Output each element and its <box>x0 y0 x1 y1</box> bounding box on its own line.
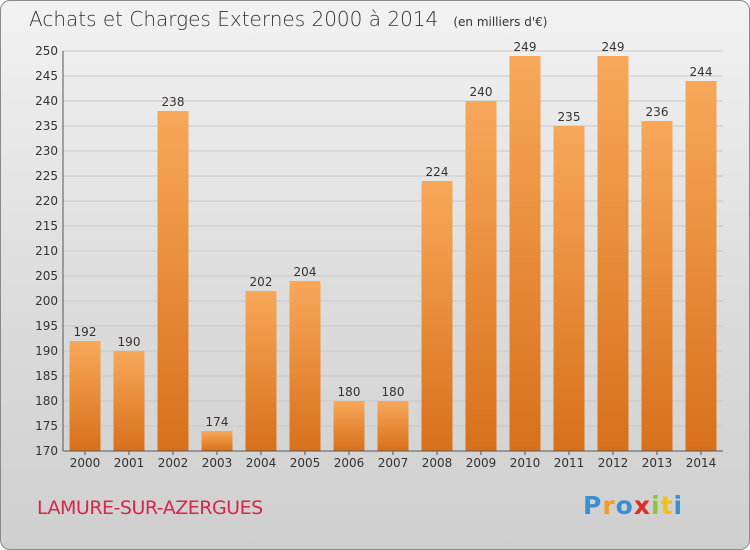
bar-2009 <box>465 101 497 451</box>
bar-2007 <box>377 401 409 451</box>
y-tick-label: 185 <box>35 369 58 383</box>
logo-letter: i <box>673 491 684 520</box>
data-labels: 192 190 238 174 202 204 180 180 224 240 249 235 249 2… <box>74 40 713 429</box>
bar-2000 <box>69 341 101 451</box>
y-tick-label: 200 <box>35 294 58 308</box>
bar-2005 <box>289 281 321 451</box>
data-label: 238 <box>162 95 185 109</box>
y-tick-label: 250 <box>35 44 58 58</box>
data-label: 202 <box>250 275 273 289</box>
bar-2014 <box>685 81 717 451</box>
y-tick-label: 170 <box>35 444 58 458</box>
data-label: 204 <box>294 265 317 279</box>
data-label: 240 <box>470 85 493 99</box>
bar-2002 <box>157 111 189 451</box>
x-tick-label: 2003 <box>202 456 233 470</box>
bar-2004 <box>245 291 277 451</box>
y-tick-label: 175 <box>35 419 58 433</box>
data-label: 236 <box>646 105 669 119</box>
chart-unit-note: (en milliers d'€) <box>453 15 548 29</box>
y-tick-label: 215 <box>35 219 58 233</box>
axes <box>62 51 723 452</box>
data-label: 174 <box>206 415 229 429</box>
data-label: 244 <box>690 65 713 79</box>
x-tick-label: 2000 <box>70 456 101 470</box>
y-tick-label: 230 <box>35 144 58 158</box>
bar-2003 <box>201 431 233 451</box>
bar-2001 <box>113 351 145 451</box>
x-tick-label: 2002 <box>158 456 189 470</box>
data-label: 235 <box>558 110 581 124</box>
logo-letter: r <box>602 491 616 520</box>
x-tick-label: 2011 <box>554 456 585 470</box>
x-axis-ticks: 2000 2001 2002 2003 2004 2005 2006 2007 2008 2009… <box>70 451 717 470</box>
y-tick-label: 245 <box>35 69 58 83</box>
bar-2013 <box>641 121 673 451</box>
commune-name: LAMURE-SUR-AZERGUES <box>37 497 263 519</box>
chart-title: Achats et Charges Externes 2000 à 2014 <box>29 7 439 31</box>
x-tick-label: 2007 <box>378 456 409 470</box>
chart-header: Achats et Charges Externes 2000 à 2014 (… <box>29 7 547 31</box>
x-tick-label: 2013 <box>642 456 673 470</box>
data-label: 192 <box>74 325 97 339</box>
x-tick-label: 2006 <box>334 456 365 470</box>
data-label: 249 <box>602 40 625 54</box>
y-tick-label: 235 <box>35 119 58 133</box>
x-tick-label: 2001 <box>114 456 145 470</box>
x-tick-label: 2008 <box>422 456 453 470</box>
data-label: 180 <box>382 385 405 399</box>
x-tick-label: 2005 <box>290 456 321 470</box>
bar-2008 <box>421 181 453 451</box>
proxiti-logo: Proxiti <box>583 491 683 520</box>
bar-2012 <box>597 56 629 451</box>
bar-2011 <box>553 126 585 451</box>
x-tick-label: 2014 <box>686 456 717 470</box>
y-tick-label: 180 <box>35 394 58 408</box>
y-axis-ticks: 170 175 180 185 190 195 200 205 210 215 220 225 230 2… <box>35 44 58 458</box>
data-label: 190 <box>118 335 141 349</box>
data-label: 224 <box>426 165 449 179</box>
bar-2010 <box>509 56 541 451</box>
y-tick-label: 195 <box>35 319 58 333</box>
data-label: 180 <box>338 385 361 399</box>
logo-letter: t <box>660 491 674 520</box>
y-tick-label: 225 <box>35 169 58 183</box>
bars <box>69 56 717 451</box>
data-label: 249 <box>514 40 537 54</box>
y-tick-label: 205 <box>35 269 58 283</box>
x-tick-label: 2004 <box>246 456 277 470</box>
y-tick-label: 190 <box>35 344 58 358</box>
logo-letter: o <box>615 491 634 520</box>
logo-letter: i <box>651 491 661 520</box>
x-tick-label: 2012 <box>598 456 629 470</box>
y-tick-label: 210 <box>35 244 58 258</box>
bar-2006 <box>333 401 365 451</box>
y-tick-label: 240 <box>35 94 58 108</box>
y-tick-label: 220 <box>35 194 58 208</box>
logo-letter: P <box>583 491 603 520</box>
logo-letter: x <box>633 491 651 520</box>
x-tick-label: 2009 <box>466 456 497 470</box>
x-tick-label: 2010 <box>510 456 541 470</box>
